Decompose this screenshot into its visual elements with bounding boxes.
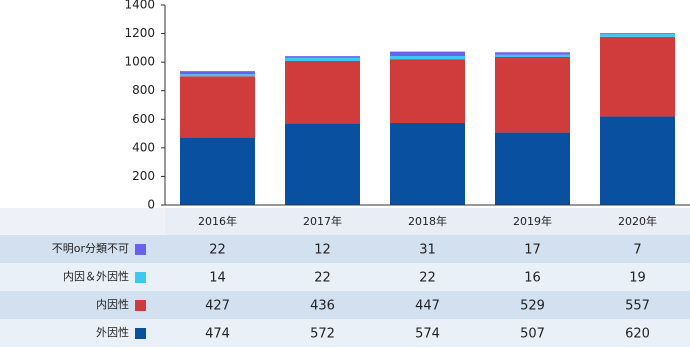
table-value: 17: [524, 243, 541, 258]
table-value: 436: [310, 299, 335, 314]
table-value: 22: [314, 271, 331, 286]
bar-segment: [180, 71, 255, 75]
y-tick-label: 400: [132, 140, 155, 154]
table-value: 474: [205, 327, 230, 342]
x-category-label: 2020年: [618, 214, 657, 228]
y-tick-label: 200: [132, 169, 155, 183]
table-value: 427: [205, 299, 230, 314]
bar-segment: [495, 57, 570, 133]
table-value: 507: [520, 327, 545, 342]
y-tick-label: 600: [132, 112, 155, 126]
table-value: 620: [625, 327, 650, 342]
table-value: 7: [633, 243, 641, 258]
table-row-bg: [0, 263, 690, 291]
table-value: 19: [629, 271, 646, 286]
table-value: 574: [415, 327, 440, 342]
table-row-bg: [0, 291, 690, 319]
table-value: 14: [209, 271, 226, 286]
x-category-label: 2016年: [198, 214, 237, 228]
bar-segment: [600, 116, 675, 205]
x-category-label: 2018年: [408, 214, 447, 228]
bar-segment: [495, 132, 570, 205]
y-tick-label: 1000: [124, 55, 155, 69]
y-tick-label: 1400: [124, 0, 155, 12]
table-value: 16: [524, 271, 541, 286]
y-tick-label: 1200: [124, 26, 155, 40]
table-header-corner: [0, 208, 165, 235]
bar-segment: [180, 74, 255, 77]
table-value: 22: [419, 271, 436, 286]
bar-segment: [600, 33, 675, 35]
bar-segment: [600, 36, 675, 117]
legend-label: 外因性: [96, 325, 129, 339]
table-value: 31: [419, 243, 436, 258]
legend-swatch: [135, 328, 146, 339]
table-value: 22: [209, 243, 226, 258]
bar-segment: [495, 54, 570, 57]
legend-label: 内因＆外因性: [63, 269, 129, 283]
bar-segment: [600, 34, 675, 37]
legend-swatch: [135, 300, 146, 311]
bar-segment: [390, 51, 465, 56]
x-category-label: 2017年: [303, 214, 342, 228]
bar-segment: [495, 52, 570, 55]
bar-segment: [390, 59, 465, 123]
bar-segment: [180, 137, 255, 205]
table-row-bg: [0, 235, 690, 263]
bar-segment: [390, 56, 465, 60]
table-value: 12: [314, 243, 331, 258]
y-tick-label: 0: [147, 198, 155, 212]
bar-segment: [285, 61, 360, 124]
y-tick-label: 800: [132, 83, 155, 97]
bar-segment: [390, 123, 465, 205]
table-value: 572: [310, 327, 335, 342]
legend-label: 内因性: [96, 297, 129, 311]
legend-label: 不明or分類不可: [52, 242, 129, 255]
bar-segment: [285, 56, 360, 58]
x-category-label: 2019年: [513, 214, 552, 228]
table-value: 529: [520, 299, 545, 314]
table-row-bg: [0, 319, 690, 347]
legend-swatch: [135, 272, 146, 283]
bar-segment: [285, 57, 360, 61]
bar-segment: [180, 76, 255, 138]
bar-segment: [285, 123, 360, 205]
legend-swatch: [135, 244, 146, 255]
table-value: 557: [625, 299, 650, 314]
table-value: 447: [415, 299, 440, 314]
